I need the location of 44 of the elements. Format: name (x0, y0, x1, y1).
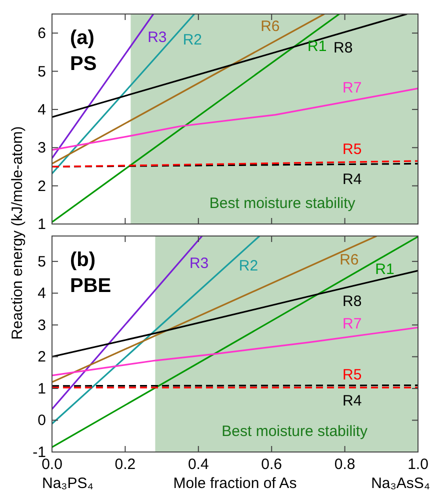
y-tick-label: 3 (38, 316, 46, 334)
series-label: R4 (342, 171, 362, 188)
y-tick-label: 4 (38, 101, 46, 118)
y-tick-label: 5 (38, 63, 46, 80)
y-tick-label: 2 (38, 178, 46, 195)
y-tick-label: 1 (38, 380, 46, 398)
series-label: R8 (342, 293, 362, 310)
series-label: R2 (182, 31, 202, 48)
series-label: R1 (307, 38, 327, 56)
series-label: R3 (189, 255, 209, 272)
series-label: R7 (342, 80, 362, 97)
text: (b) (70, 249, 96, 271)
text: Na₃AsS₄ (371, 475, 430, 492)
series-label: R5 (342, 366, 362, 384)
series-label: R4 (342, 392, 362, 410)
x-tick-label: 0.0 (42, 456, 62, 473)
y-tick-label: 4 (38, 285, 46, 302)
text: (a) (70, 27, 94, 49)
x-tick-label: 0.2 (114, 456, 136, 473)
text: PBE (70, 275, 112, 297)
series-label: R3 (148, 29, 167, 46)
y-tick-label: 5 (38, 253, 46, 270)
y-tick-label: 2 (38, 348, 46, 366)
band-label: Best moisture stability (209, 195, 356, 212)
x-tick-label: 0.4 (188, 456, 209, 473)
x-tick-label: 0.6 (261, 456, 282, 473)
x-tick-label: 1.0 (408, 456, 428, 473)
x-tick-label: 0.8 (334, 456, 356, 473)
text: PS (70, 53, 97, 75)
series-label: R8 (334, 40, 353, 57)
series-label: R2 (238, 257, 258, 274)
y-axis-title: Reaction energy (kJ/mole-atom) (9, 126, 26, 340)
series-label: R5 (342, 141, 362, 158)
x-axis-title: Mole fraction of As (173, 475, 297, 492)
series-label: R6 (340, 251, 359, 268)
text: Na₃PS₄ (42, 475, 94, 492)
band-label: Best moisture stability (222, 423, 368, 440)
y-tick-label: 1 (38, 216, 46, 233)
y-tick-label: 3 (38, 140, 46, 157)
series-label: R6 (260, 18, 280, 35)
y-tick-label: 0 (38, 412, 46, 430)
series-label: R7 (342, 315, 362, 332)
series-label: R1 (375, 261, 394, 278)
y-tick-label: 6 (38, 25, 46, 42)
